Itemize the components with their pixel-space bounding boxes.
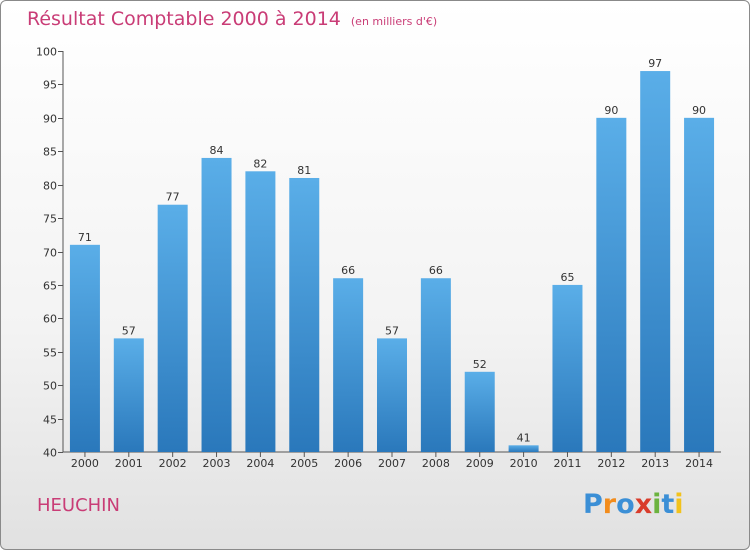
logo-letter: r — [602, 489, 617, 520]
value-label-2002: 77 — [166, 191, 180, 204]
y-tick-label: 90 — [43, 113, 57, 126]
value-label-2001: 57 — [122, 324, 136, 337]
x-tick-label: 2009 — [466, 457, 494, 470]
logo-letter: i — [674, 489, 684, 520]
value-label-2009: 52 — [473, 358, 487, 371]
logo-letter: x — [634, 489, 653, 520]
bar-2000 — [69, 244, 100, 452]
bar-2014 — [684, 117, 715, 452]
x-tick-label: 2005 — [290, 457, 318, 470]
bar-2002 — [157, 204, 188, 452]
x-tick-label: 2014 — [685, 457, 713, 470]
chart-title: Résultat Comptable 2000 à 2014 — [27, 8, 341, 30]
x-tick-label: 2004 — [246, 457, 274, 470]
labels: 71 57 77 84 82 81 66 57 66 52 41 65 90 97 90 — [78, 57, 706, 444]
bar-2008 — [420, 278, 451, 452]
x-tick-label: 2013 — [641, 457, 669, 470]
value-label-2000: 71 — [78, 231, 92, 244]
y-tick-label: 55 — [43, 347, 57, 360]
x-tick-label: 2006 — [334, 457, 362, 470]
x-tick-label: 2012 — [597, 457, 625, 470]
y-tick-label: 85 — [43, 146, 57, 159]
x-tick-label: 2008 — [422, 457, 450, 470]
y-tick-label: 95 — [43, 79, 57, 92]
x-tick-label: 2002 — [159, 457, 187, 470]
bar-2012 — [596, 117, 627, 452]
y-tick-label: 100 — [36, 46, 57, 59]
value-label-2005: 81 — [297, 164, 311, 177]
logo-letter: i — [652, 489, 662, 520]
y-tick-label: 65 — [43, 280, 57, 293]
bar-2011 — [552, 284, 583, 452]
value-label-2011: 65 — [560, 271, 574, 284]
x-tick-label: 2000 — [71, 457, 99, 470]
logo-letter: P — [583, 489, 603, 520]
value-label-2003: 84 — [210, 144, 224, 157]
title-row: Résultat Comptable 2000 à 2014 (en millie… — [27, 8, 437, 30]
bar-2009 — [464, 371, 495, 452]
bar-2001 — [113, 338, 144, 452]
logo-letter: o — [616, 489, 635, 520]
commune-name: HEUCHIN — [37, 495, 120, 516]
y-tick-label: 50 — [43, 380, 57, 393]
value-label-2014: 90 — [692, 104, 706, 117]
x-tick-label: 2007 — [378, 457, 406, 470]
proxiti-logo[interactable]: Proxiti — [583, 489, 684, 520]
bar-2007 — [377, 338, 407, 452]
logo-letter: t — [661, 489, 675, 520]
bar-2004 — [245, 171, 276, 453]
bar-2003 — [201, 157, 232, 452]
y-tick-label: 75 — [43, 213, 57, 226]
value-label-2008: 66 — [429, 264, 443, 277]
y-tick-label: 40 — [43, 447, 57, 460]
value-label-2013: 97 — [648, 57, 662, 70]
x-tick-label: 2010 — [510, 457, 538, 470]
bars — [69, 71, 715, 453]
bar-2005 — [289, 177, 320, 452]
value-label-2007: 57 — [385, 324, 399, 337]
bar-2013 — [640, 71, 671, 453]
chart-subtitle: (en milliers d'€) — [350, 15, 438, 28]
x-tick-label: 2003 — [203, 457, 231, 470]
x-tick-label: 2011 — [553, 457, 581, 470]
y-tick-label: 45 — [43, 414, 57, 427]
bar-2010 — [508, 445, 539, 452]
value-label-2012: 90 — [604, 104, 618, 117]
y-tick-label: 70 — [43, 247, 57, 260]
value-label-2004: 82 — [253, 157, 267, 170]
value-label-2006: 66 — [341, 264, 355, 277]
y-tick-label: 80 — [43, 180, 57, 193]
value-label-2010: 41 — [517, 431, 531, 444]
y-tick-label: 60 — [43, 313, 57, 326]
bar-2006 — [333, 278, 364, 452]
x-tick-label: 2001 — [115, 457, 143, 470]
